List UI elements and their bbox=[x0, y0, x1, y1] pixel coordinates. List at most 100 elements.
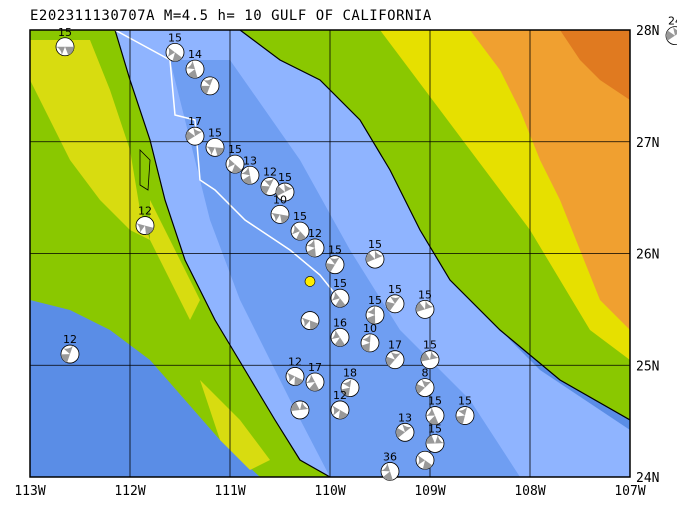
baja-upland-mid bbox=[150, 200, 200, 320]
focal-mechanism[interactable]: 18 bbox=[340, 367, 360, 398]
focal-mechanism[interactable]: 15 bbox=[425, 395, 445, 425]
beachball-quadrant bbox=[284, 183, 294, 193]
focal-mechanism[interactable] bbox=[300, 311, 320, 330]
gulf-deep-water bbox=[170, 60, 520, 477]
x-tick-label: 112W bbox=[114, 484, 145, 499]
beachball-quadrant bbox=[203, 77, 214, 86]
focal-mechanism[interactable]: 15 bbox=[275, 171, 295, 202]
beachball-quadrant bbox=[396, 427, 405, 438]
island bbox=[139, 149, 151, 191]
focal-mechanism[interactable]: 12 bbox=[60, 333, 80, 364]
focal-mechanism[interactable]: 15 bbox=[420, 339, 440, 370]
focal-mechanism[interactable]: 15 bbox=[415, 288, 435, 319]
focal-mechanism[interactable]: 17 bbox=[185, 115, 205, 146]
beachball-quadrant bbox=[276, 186, 285, 197]
beachball-quadrant bbox=[296, 231, 307, 241]
focal-mechanism[interactable]: 15 bbox=[205, 126, 225, 157]
focal-mechanism[interactable]: 15 bbox=[55, 26, 75, 57]
depth-label: 13 bbox=[243, 154, 257, 167]
depth-label: 15 bbox=[293, 210, 307, 223]
depth-label: 8 bbox=[422, 367, 429, 380]
focal-mechanism[interactable]: 15 bbox=[365, 238, 385, 269]
depth-label: 36 bbox=[383, 450, 397, 463]
depth-label: 17 bbox=[188, 115, 202, 128]
focal-mechanism[interactable]: 12 bbox=[305, 227, 325, 258]
beachball-quadrant bbox=[421, 352, 430, 362]
beachball-quadrant bbox=[331, 329, 340, 340]
beachball-quadrant bbox=[334, 337, 345, 347]
depth-label: 15 bbox=[328, 244, 342, 257]
focal-mechanism[interactable] bbox=[415, 450, 435, 470]
depth-label: 12 bbox=[138, 205, 152, 218]
depth-label: 15 bbox=[388, 283, 402, 296]
focal-mechanism[interactable]: 17 bbox=[385, 339, 405, 370]
beachball-quadrant bbox=[428, 415, 439, 425]
y-tick-label: 26N bbox=[636, 248, 659, 263]
beachball-quadrant bbox=[226, 158, 235, 169]
map-border bbox=[29, 29, 631, 478]
focal-mechanism[interactable]: 13 bbox=[395, 411, 415, 442]
beachball-quadrant bbox=[294, 376, 304, 386]
focal-mechanism[interactable]: 15 bbox=[455, 395, 475, 425]
beachball-quadrant bbox=[390, 296, 401, 304]
focal-mechanism[interactable]: 10 bbox=[360, 322, 380, 353]
beachball-quadrant bbox=[366, 252, 375, 263]
focal-mechanism[interactable]: 15 bbox=[425, 422, 445, 453]
focal-mechanism[interactable]: 24 bbox=[665, 15, 677, 45]
depth-label: 15 bbox=[333, 277, 347, 290]
main-event-marker[interactable] bbox=[304, 276, 316, 287]
beachball-quadrant bbox=[416, 302, 425, 313]
beachball-quadrant bbox=[167, 46, 175, 58]
beachball-quadrant bbox=[172, 52, 183, 62]
depth-label: 17 bbox=[388, 339, 402, 352]
x-tick-label: 113W bbox=[14, 484, 45, 499]
beachball-quadrant bbox=[56, 46, 65, 56]
beachball-quadrant bbox=[65, 46, 74, 56]
focal-mechanism[interactable]: 15 bbox=[325, 244, 345, 275]
focal-mechanism[interactable]: 12 bbox=[330, 389, 350, 420]
beachball-quadrant bbox=[381, 462, 390, 472]
focal-mechanism[interactable]: 15 bbox=[165, 31, 185, 62]
x-tick-label: 107W bbox=[614, 484, 645, 499]
focal-mechanism[interactable]: 16 bbox=[330, 316, 350, 347]
depth-label: 16 bbox=[333, 316, 347, 329]
focal-mechanism[interactable]: 13 bbox=[240, 154, 260, 185]
focal-mechanism[interactable]: 36 bbox=[380, 450, 400, 481]
focal-mechanism[interactable]: 12 bbox=[135, 205, 155, 235]
focal-mechanism[interactable] bbox=[200, 76, 220, 96]
depth-label: 15 bbox=[423, 339, 437, 352]
beachball-quadrant bbox=[61, 354, 70, 363]
beachball-quadrant bbox=[63, 345, 73, 355]
focal-mechanism[interactable]: 10 bbox=[270, 193, 290, 224]
y-tick-label: 24N bbox=[636, 471, 659, 486]
beachball-quadrant bbox=[435, 434, 444, 444]
beachball-quadrant bbox=[422, 460, 433, 470]
beachball-quadrant bbox=[326, 263, 335, 273]
focal-mechanism[interactable]: 12 bbox=[285, 355, 305, 386]
focal-mechanism[interactable]: 15 bbox=[330, 277, 350, 308]
focal-mechanism[interactable] bbox=[290, 400, 310, 420]
focal-mechanism[interactable]: 15 bbox=[365, 294, 385, 325]
beachball-quadrant bbox=[271, 212, 280, 223]
focal-mechanism[interactable]: 14 bbox=[185, 48, 205, 79]
focal-mechanism[interactable]: 8 bbox=[415, 367, 435, 398]
x-tick-label: 111W bbox=[214, 484, 245, 499]
focal-mechanism[interactable]: 15 bbox=[385, 283, 405, 314]
focal-mechanism[interactable]: 15 bbox=[290, 210, 310, 241]
beachball-quadrant bbox=[286, 372, 295, 383]
y-tick-label: 27N bbox=[636, 136, 659, 151]
focal-mechanism[interactable]: 12 bbox=[260, 165, 280, 196]
baja-coastline bbox=[114, 30, 331, 477]
focal-mechanism[interactable]: 15 bbox=[225, 143, 245, 174]
beachball-quadrant bbox=[417, 455, 425, 466]
beachball-quadrant bbox=[374, 250, 384, 260]
beachball-quadrant bbox=[385, 301, 395, 312]
beachball-quadrant bbox=[361, 333, 371, 343]
beachball-quadrant bbox=[310, 320, 319, 330]
depth-label: 10 bbox=[363, 322, 377, 335]
beachball-quadrant bbox=[673, 26, 677, 36]
beachball-quadrant bbox=[300, 401, 309, 410]
focal-mechanism[interactable]: 17 bbox=[305, 361, 325, 392]
